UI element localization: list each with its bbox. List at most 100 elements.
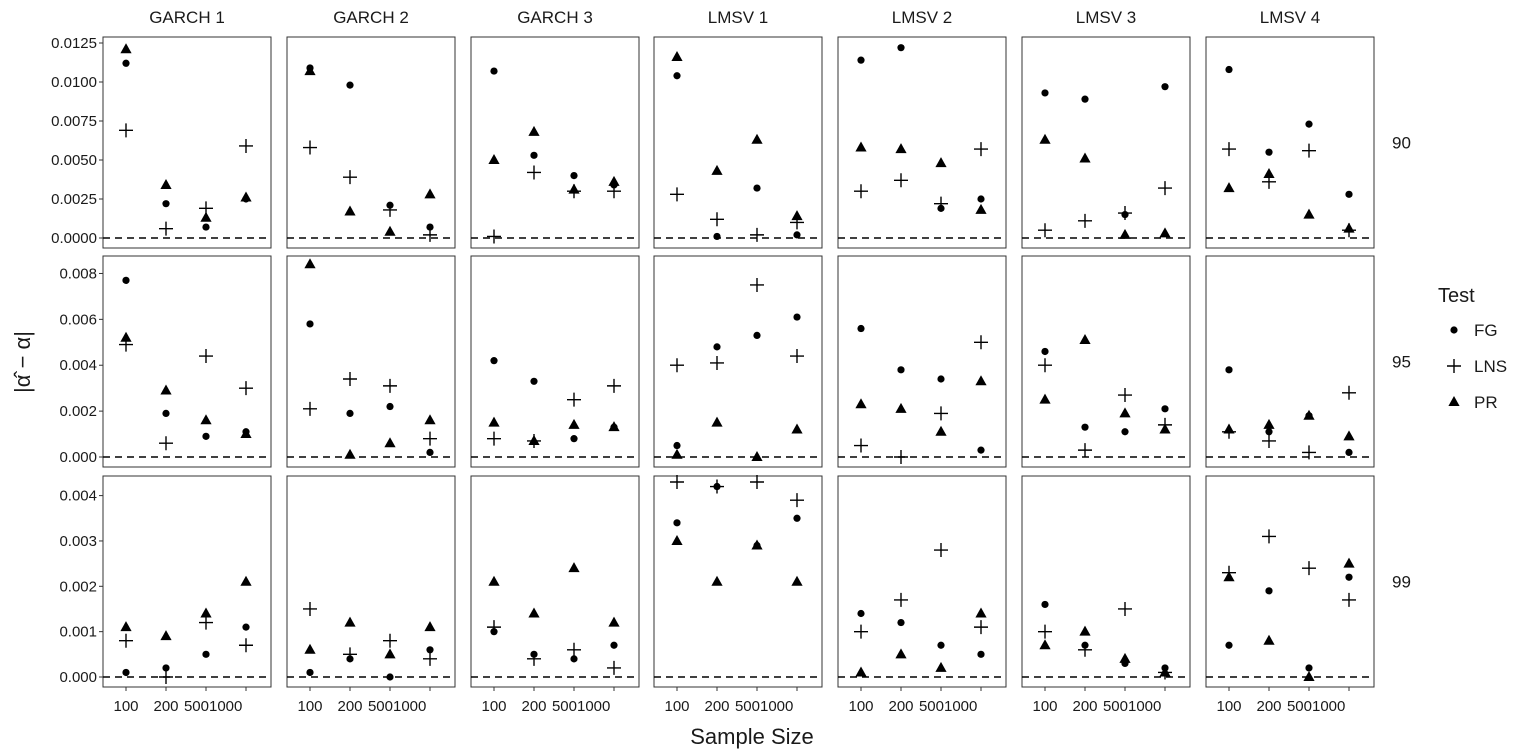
data-point-pr (160, 630, 172, 641)
column-strip-label: GARCH 3 (517, 8, 593, 27)
panel-border (470, 36, 640, 249)
panel-border (1205, 475, 1375, 688)
panel-border (286, 475, 456, 688)
data-point-pr (1079, 152, 1091, 163)
data-point-fg (426, 223, 434, 231)
data-point-fg (1305, 120, 1313, 128)
data-point-lns (854, 624, 868, 639)
data-point-lns (894, 450, 908, 464)
panel-border (286, 36, 456, 249)
facet-panel (470, 475, 640, 688)
data-point-pr (1303, 208, 1315, 219)
x-tick-label: 1000 (944, 698, 977, 715)
data-point-fg (857, 609, 865, 618)
column-strip-label: GARCH 1 (149, 8, 225, 27)
data-point-pr (488, 575, 500, 586)
facet-panel (102, 475, 272, 688)
row-strip-label: 95 (1392, 353, 1411, 372)
data-point-lns (607, 184, 621, 199)
data-point-lns (567, 392, 581, 407)
data-point-lns (527, 651, 541, 666)
legend-label: FG (1474, 321, 1498, 340)
data-point-fg (162, 409, 170, 418)
data-point-fg (1265, 428, 1273, 436)
data-point-fg (977, 446, 985, 454)
data-point-pr (304, 643, 316, 654)
data-point-lns (607, 378, 621, 393)
data-point-pr (528, 125, 540, 136)
data-point-fg (386, 402, 394, 411)
data-point-fg (897, 366, 905, 374)
column-strip-label: GARCH 2 (333, 8, 409, 27)
data-point-lns (607, 660, 621, 675)
data-point-lns (487, 431, 501, 446)
data-point-lns (1342, 592, 1356, 607)
data-point-pr (855, 141, 867, 152)
data-point-pr (528, 434, 540, 445)
data-point-pr (488, 154, 500, 164)
data-point-lns (1262, 529, 1276, 544)
x-tick-label: 1000 (209, 698, 242, 715)
data-point-lns (567, 642, 581, 657)
y-tick-label: 0.001 (59, 624, 97, 641)
data-point-pr (895, 143, 907, 154)
data-point-lns (670, 187, 684, 202)
data-point-pr (711, 416, 723, 427)
data-point-pr (1223, 423, 1235, 434)
facet-panel (102, 255, 272, 468)
data-point-fg (793, 313, 801, 321)
y-tick-label: 0.004 (59, 357, 97, 374)
data-point-pr (1119, 228, 1131, 239)
panels-layer: 0.0000 0.0025 0.0050 0.0075 0.0100 0.0125 90 GA… (51, 8, 1411, 715)
data-point-pr (1079, 334, 1091, 344)
y-tick-label: 0.0000 (51, 230, 97, 247)
facet-panel (1205, 36, 1375, 249)
data-point-lns (670, 358, 684, 373)
data-point-fg (1225, 366, 1233, 374)
y-tick-label: 0.002 (59, 578, 97, 595)
data-point-pr (344, 205, 356, 216)
data-point-lns (790, 349, 804, 364)
row-strip-label: 99 (1392, 573, 1411, 592)
data-point-fg (570, 172, 578, 180)
facet-panel (1021, 255, 1191, 468)
data-point-lns (894, 592, 908, 607)
data-point-pr (1119, 407, 1131, 418)
data-point-pr (240, 191, 252, 202)
data-point-fg (977, 195, 985, 203)
facet-panel (470, 255, 640, 468)
facet-panel (1021, 36, 1191, 249)
data-point-pr (200, 414, 212, 425)
data-point-fg (490, 67, 498, 75)
data-point-pr (1223, 182, 1235, 193)
y-tick-label: 0.0025 (51, 191, 97, 208)
data-point-pr (1039, 133, 1051, 144)
data-point-pr (160, 178, 172, 189)
row-strip-label: 90 (1392, 134, 1411, 153)
data-point-lns (750, 475, 764, 489)
data-point-fg (857, 56, 865, 64)
data-point-lns (199, 615, 213, 630)
data-point-lns (383, 633, 397, 648)
facet-panel (837, 255, 1007, 468)
data-point-fg (1041, 89, 1049, 97)
data-point-pr (1263, 418, 1275, 429)
data-point-fg (1081, 95, 1089, 103)
data-point-pr (384, 225, 396, 236)
data-point-pr (791, 423, 803, 434)
data-point-fg (793, 514, 801, 522)
data-point-pr (895, 402, 907, 413)
facet-panel (653, 36, 823, 249)
data-point-fg (306, 668, 314, 677)
data-point-fg (346, 81, 354, 89)
y-tick-label: 0.004 (59, 488, 97, 505)
data-point-lns (1262, 433, 1276, 448)
facet-panel (470, 36, 640, 249)
data-point-fg (1081, 423, 1089, 431)
data-point-pr (791, 575, 803, 586)
data-point-lns (423, 651, 437, 666)
y-tick-label: 0.002 (59, 403, 97, 420)
data-point-fg (162, 200, 170, 208)
data-point-pr (895, 648, 907, 659)
data-point-lns (790, 493, 804, 508)
